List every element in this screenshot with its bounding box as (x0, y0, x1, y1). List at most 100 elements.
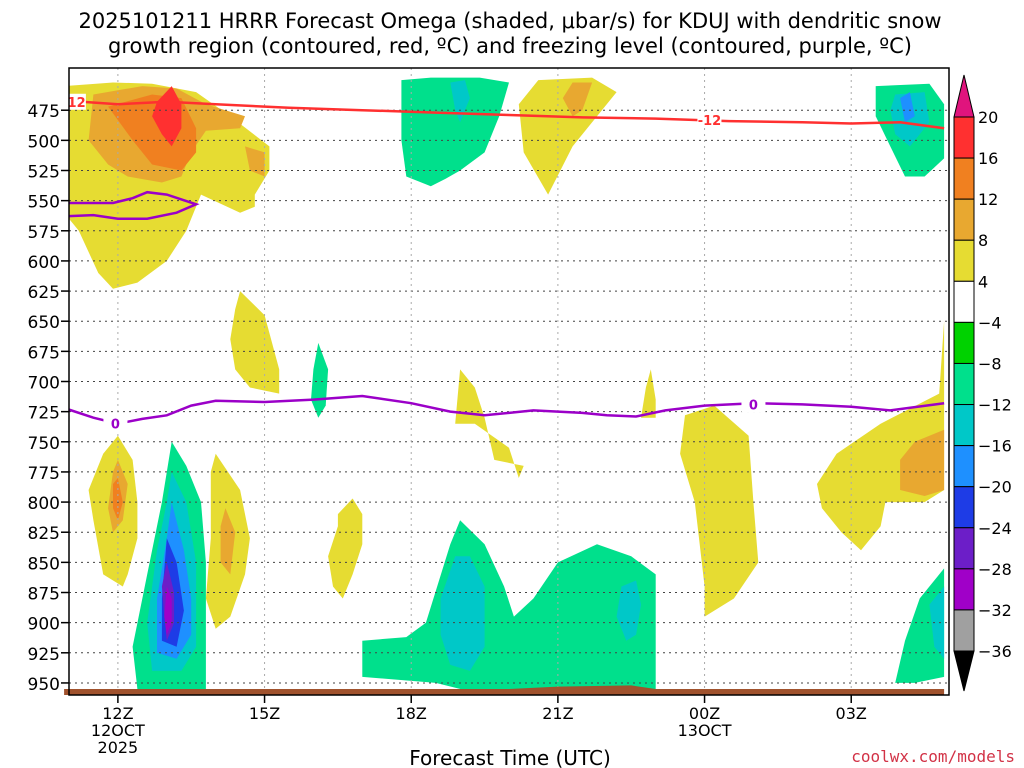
x-tick-label-12-0: 12Z (102, 704, 133, 723)
omega-region-16 (680, 405, 759, 617)
chart-title: 2025101211 HRRR Forecast Omega (shaded, … (78, 9, 941, 58)
dgz-contour-line (69, 99, 945, 130)
omega-region-24 (328, 498, 363, 599)
colorbar-swatch-3 (953, 239, 975, 282)
y-tick-label-900: 900 (28, 615, 60, 635)
title-line-2: growth region (contoured, red, ºC) and f… (108, 34, 912, 58)
colorbar-label-2: 12 (978, 190, 998, 209)
y-tick-label-750: 750 (28, 434, 60, 454)
freezing-contour-label-bg-1 (741, 396, 766, 413)
title-line-1: 2025101211 HRRR Forecast Omega (shaded, … (78, 9, 941, 33)
y-tick-label-850: 850 (28, 554, 60, 574)
x-tick-label-15-0: 15Z (249, 704, 280, 723)
colorbar-top-arrow (953, 74, 975, 118)
omega-region-35 (929, 586, 945, 659)
x-tick-label-24-1: 13OCT (678, 721, 732, 740)
watermark: coolwx.com/models (851, 747, 1015, 766)
y-tick-label-800: 800 (28, 494, 60, 514)
omega-region-7 (518, 77, 617, 195)
omega-region-31 (362, 520, 656, 695)
y-tick-label-725: 725 (28, 404, 60, 424)
pressure-axis: 475 500 525 550 575 600 625 650 675 700 725 750 775 8… (28, 102, 69, 695)
colorbar-swatch-8 (953, 445, 975, 488)
y-tick-label-525: 525 (28, 162, 60, 182)
freezing-contour-line (69, 394, 945, 425)
omega-region-23 (220, 508, 236, 575)
omega-region-34 (895, 568, 945, 683)
y-tick-label-675: 675 (28, 343, 60, 363)
omega-shading (69, 77, 945, 695)
colorbar-swatch-11 (953, 568, 975, 611)
colorbar-swatch-7 (953, 404, 975, 447)
y-tick-label-775: 775 (28, 464, 60, 484)
omega-region-2 (245, 146, 265, 177)
x-tick-label-12-2: 2025 (98, 738, 139, 757)
omega-region-15 (641, 369, 656, 418)
dgz-contour-label-0: -12 (62, 96, 86, 111)
colorbar-label-4: 4 (978, 272, 988, 291)
x-tick-label-18-0: 18Z (396, 704, 427, 723)
colorbar-swatch-10 (953, 527, 975, 570)
omega-region-32 (440, 556, 485, 671)
omega-region-5 (401, 77, 509, 187)
colorbar-label-3: 8 (978, 231, 988, 250)
colorbar-swatch-0 (953, 116, 975, 159)
contour-lines: -12 -12 0 0 (62, 93, 945, 433)
freezing-contour-label-0: 0 (111, 418, 120, 433)
ground-fill (64, 685, 945, 695)
omega-region-18 (900, 429, 945, 496)
freezing-contour-upper-branch (69, 190, 200, 220)
y-tick-label-875: 875 (28, 585, 60, 605)
x-tick-label-21-0: 21Z (542, 704, 573, 723)
colorbar-label-9: −20 (978, 478, 1012, 497)
colorbar-label-8: −16 (978, 437, 1012, 456)
colorbar-label-0: 20 (978, 108, 998, 127)
colorbar-swatch-2 (953, 198, 975, 241)
omega-region-17 (817, 321, 945, 551)
colorbar-swatch-4 (953, 280, 975, 323)
omega-region-8 (562, 82, 593, 117)
omega-region-6 (450, 80, 470, 123)
omega-region-21 (113, 478, 123, 521)
colorbar-label-1: 16 (978, 149, 998, 168)
colorbar-swatch-9 (953, 486, 975, 529)
y-tick-label-600: 600 (28, 253, 60, 273)
x-axis-title: Forecast Time (UTC) (409, 746, 611, 768)
colorbar-bottom-arrow (953, 650, 975, 692)
dgz-contour-label-bg-1 (697, 111, 722, 128)
y-tick-label-700: 700 (28, 374, 60, 394)
omega-region-14 (455, 369, 524, 478)
colorbar-label-11: −28 (978, 560, 1012, 579)
y-tick-label-500: 500 (28, 132, 60, 152)
plot-gridlines (69, 68, 949, 695)
x-tick-label-24-0: 00Z (689, 704, 720, 723)
x-tick-label-27-0: 03Z (836, 704, 867, 723)
omega-region-33 (616, 580, 641, 641)
y-tick-label-575: 575 (28, 223, 60, 243)
colorbar: 20 16 12 8 4 −4 −8 −12 −16 −20 −24 −28 −32 −36 (953, 74, 1012, 692)
omega-region-11 (900, 92, 915, 123)
y-tick-label-475: 475 (28, 102, 60, 122)
y-tick-label-550: 550 (28, 193, 60, 213)
dgz-contour-label-1: -12 (698, 114, 722, 129)
y-tick-label-625: 625 (28, 283, 60, 303)
colorbar-swatch-5 (953, 321, 975, 364)
dgz-contour-label-bg-0 (69, 93, 86, 110)
colorbar-label-13: −36 (978, 642, 1012, 661)
y-tick-label-925: 925 (28, 645, 60, 665)
freezing-contour-label-1: 0 (749, 398, 758, 413)
colorbar-label-7: −12 (978, 396, 1012, 415)
colorbar-label-10: −24 (978, 519, 1012, 538)
colorbar-label-5: −4 (978, 313, 1002, 332)
x-tick-label-12-1: 12OCT (91, 721, 145, 740)
freezing-contour-label-bg-0 (103, 415, 128, 432)
y-tick-label-950: 950 (28, 675, 60, 695)
omega-region-12 (230, 291, 280, 394)
y-tick-label-825: 825 (28, 524, 60, 544)
colorbar-swatch-12 (953, 609, 975, 652)
colorbar-label-6: −8 (978, 354, 1002, 373)
colorbar-swatch-1 (953, 157, 975, 200)
omega-region-13 (311, 342, 329, 418)
